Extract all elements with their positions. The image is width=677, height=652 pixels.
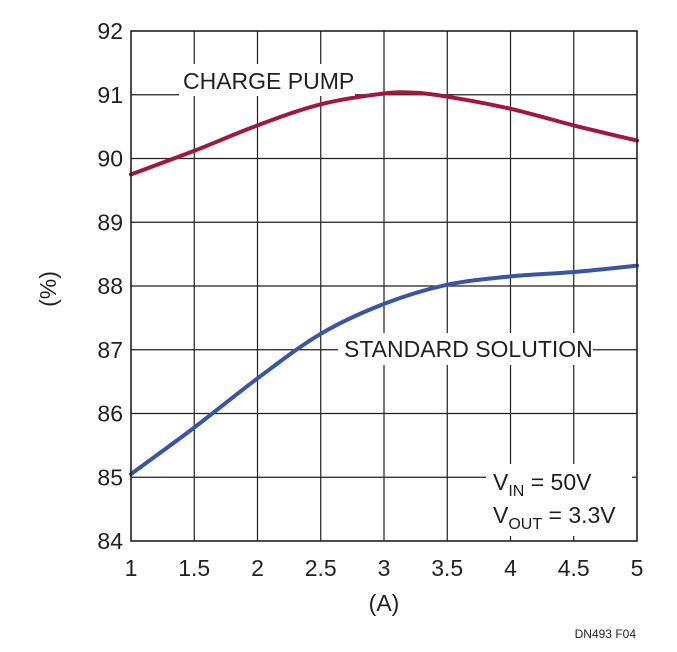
x-tick-label: 1.5 <box>178 555 210 581</box>
x-tick-label: 3 <box>378 555 391 581</box>
conditions-bg <box>486 464 632 536</box>
x-tick-label: 5 <box>631 555 644 581</box>
condition-vin: VIN = 50V <box>493 469 592 500</box>
series-label-charge-pump: CHARGE PUMP <box>183 68 354 94</box>
x-tick-label: 2 <box>251 555 264 581</box>
y-tick-label: 84 <box>97 528 123 554</box>
condition-vout: VOUT = 3.3V <box>493 502 616 533</box>
x-tick-label: 1 <box>125 555 138 581</box>
y-tick-label: 92 <box>97 18 123 44</box>
series-label-standard-solution: STANDARD SOLUTION <box>344 336 593 362</box>
y-tick-label: 88 <box>97 273 123 299</box>
x-tick-labels: 1 1.5 2 2.5 3 3.5 4 4.5 5 <box>125 555 644 581</box>
x-tick-label: 4 <box>504 555 517 581</box>
x-tick-label: 3.5 <box>431 555 463 581</box>
y-tick-label: 89 <box>97 209 123 235</box>
x-tick-label: 2.5 <box>305 555 337 581</box>
y-tick-labels: 84 85 86 87 88 89 90 91 92 <box>97 18 123 554</box>
y-tick-label: 91 <box>97 82 123 108</box>
series-line-standard-solution <box>129 263 639 477</box>
plot-frame <box>130 30 638 542</box>
x-tick-label: 4.5 <box>558 555 590 581</box>
y-tick-label: 90 <box>97 146 123 172</box>
label-bg-standard-solution <box>338 333 593 365</box>
y-tick-label: 87 <box>97 337 123 363</box>
label-bg-charge-pump <box>179 64 355 96</box>
y-tick-label: 86 <box>97 401 123 427</box>
y-tick-label: 85 <box>97 464 123 490</box>
series-curves <box>129 90 639 477</box>
figure-footer: DN493 F04 <box>575 627 637 641</box>
series-line-charge-pump <box>129 90 639 177</box>
y-axis-title: (%) <box>35 271 61 307</box>
x-axis-title: (A) <box>369 590 400 616</box>
